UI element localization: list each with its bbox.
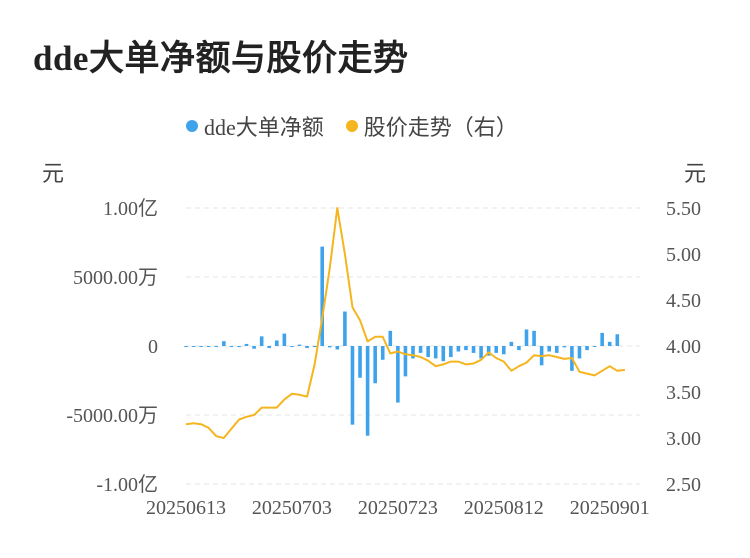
right-y-tick-label: 5.00: [666, 244, 701, 266]
dde-bar: [275, 340, 279, 346]
left-y-tick-label: -1.00亿: [96, 473, 158, 496]
dde-bar: [524, 329, 529, 346]
dde-bar: [244, 343, 249, 346]
dde-bar: [562, 346, 567, 348]
dde-bar: [585, 346, 589, 351]
dde-bar: [214, 346, 219, 347]
dde-bar: [426, 346, 430, 358]
dde-bar: [191, 346, 196, 347]
dde-bar: [388, 330, 393, 346]
x-tick-label: 20250703: [252, 497, 332, 519]
dde-bar: [600, 332, 604, 346]
legend-dot-dde: [186, 120, 198, 132]
dde-bar: [433, 346, 438, 359]
dde-bar: [494, 346, 499, 353]
dde-bar: [267, 346, 272, 349]
dde-bar: [350, 346, 355, 425]
dde-bar: [184, 346, 188, 347]
dde-bar: [509, 341, 514, 346]
dde-bar: [358, 346, 362, 378]
dde-bar: [403, 346, 408, 377]
price-line: [185, 207, 626, 439]
x-axis: 20250613 20250703 20250723 20250812 20250901: [146, 497, 650, 519]
dde-bar: [615, 334, 620, 346]
dde-bar: [517, 346, 521, 351]
left-y-tick-label: 5000.00万: [73, 267, 158, 289]
dde-bar: [464, 346, 468, 351]
chart-title: dde大单净额与股价走势: [33, 39, 409, 78]
dde-bar: [396, 346, 400, 403]
dde-bar: [547, 346, 551, 352]
left-y-tick-label: -5000.00万: [66, 405, 158, 427]
bar-series: [184, 246, 620, 436]
x-tick-label: 20250613: [146, 497, 226, 519]
legend-label-dde: dde大单净额: [204, 115, 324, 140]
legend-item-dde[interactable]: dde大单净额: [186, 110, 324, 142]
left-y-axis: 1.00亿 5000.00万 0 -5000.00万 -1.00亿: [66, 197, 158, 496]
x-tick-label: 20250723: [358, 497, 438, 519]
dde-bar: [380, 346, 385, 360]
legend: dde大单净额 股价走势（右）: [186, 110, 540, 142]
dde-bar: [373, 346, 377, 384]
right-y-tick-label: 3.00: [666, 428, 701, 450]
legend-dot-price: [345, 120, 358, 132]
dde-bar: [297, 344, 302, 346]
dde-bar: [335, 346, 340, 350]
dde-bar: [259, 336, 264, 346]
line-series: [185, 207, 626, 439]
left-axis-unit: 元: [42, 161, 65, 186]
dde-bar: [343, 311, 347, 346]
dde-bar: [502, 346, 506, 355]
left-y-tick-label: 1.00亿: [103, 197, 158, 220]
dde-bar: [607, 341, 612, 346]
dde-bar: [252, 346, 256, 349]
dde-bar: [237, 346, 241, 348]
dde-bar: [554, 346, 559, 353]
dde-bar: [418, 346, 423, 353]
dde-bar: [229, 346, 234, 347]
dde-bar: [486, 346, 491, 356]
dde-bar: [222, 341, 226, 346]
dde-bar: [290, 346, 294, 347]
dde-bar: [206, 346, 211, 347]
dde-bar: [441, 346, 446, 362]
x-tick-label: 20250901: [570, 497, 650, 519]
dde-bar: [577, 346, 582, 359]
legend-label-price: 股价走势（右）: [363, 115, 518, 140]
right-y-tick-label: 4.00: [666, 336, 701, 358]
x-tick-label: 20250812: [464, 497, 544, 519]
right-y-tick-label: 5.50: [666, 198, 701, 220]
right-y-tick-label: 4.50: [666, 290, 701, 312]
dde-bar: [320, 246, 324, 346]
dde-bar: [305, 346, 309, 349]
dde-bar: [532, 330, 536, 346]
dde-bar: [592, 346, 597, 347]
right-y-tick-label: 3.50: [666, 382, 701, 404]
dde-bar: [411, 346, 415, 359]
right-axis-unit: 元: [684, 161, 707, 186]
dde-bar: [471, 346, 476, 353]
left-y-tick-label: 0: [148, 336, 158, 358]
dde-bar: [365, 346, 370, 436]
right-y-tick-label: 2.50: [666, 474, 701, 496]
dde-bar: [312, 346, 317, 347]
dde-bar: [479, 346, 483, 359]
dde-bar: [199, 346, 203, 347]
dde-bar: [449, 346, 453, 358]
dde-bar: [456, 346, 461, 352]
dde-bar: [327, 346, 332, 348]
legend-item-price[interactable]: 股价走势（右）: [345, 110, 518, 142]
dde-bar: [282, 333, 287, 346]
right-y-axis: 5.50 5.00 4.50 4.00 3.50 3.00 2.50: [666, 198, 701, 496]
